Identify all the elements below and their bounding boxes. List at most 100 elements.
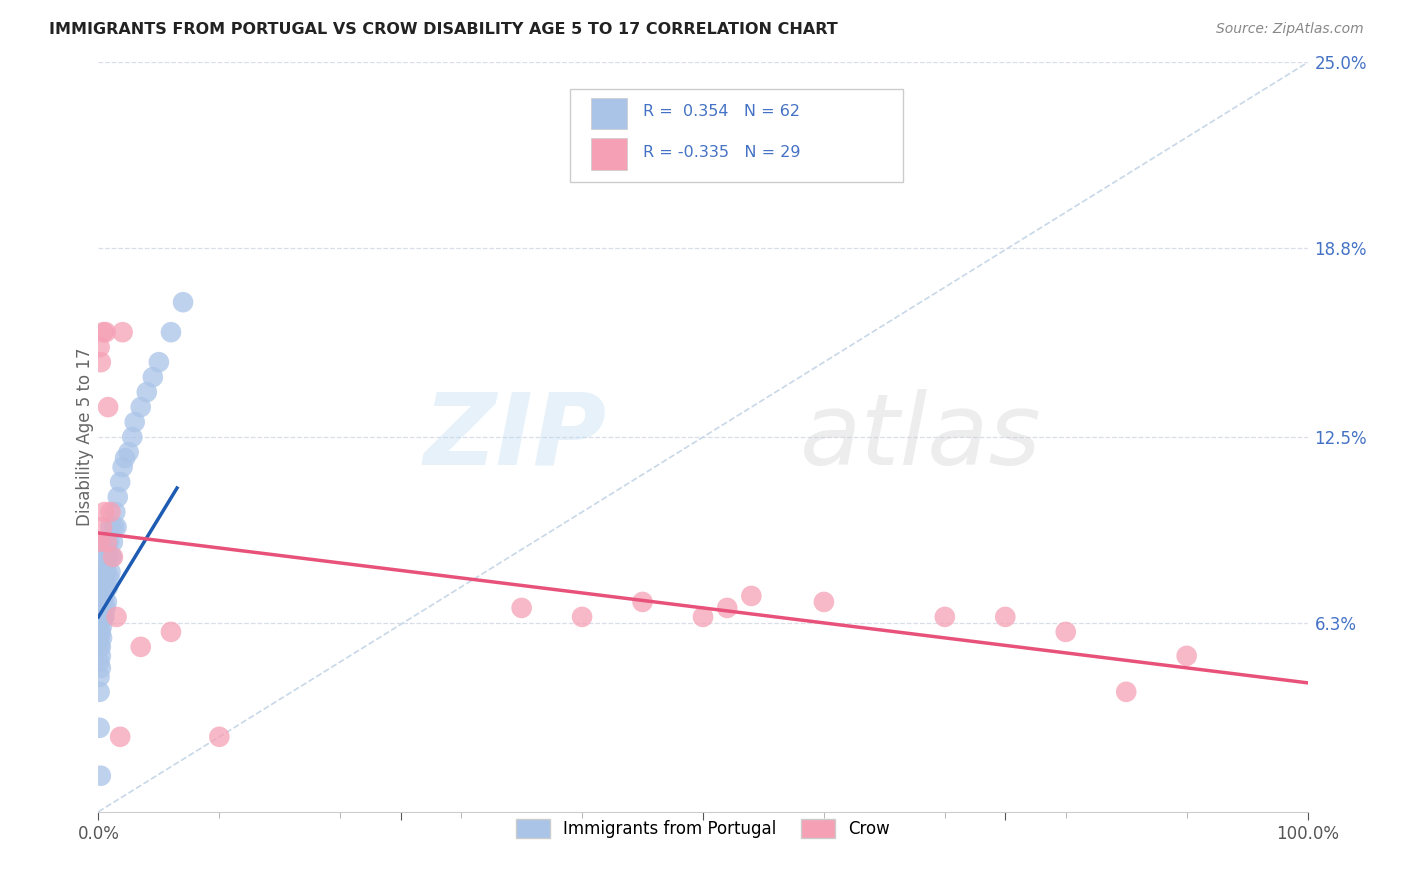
Point (111, 325, 134, 339)
Point (118, 445, 141, 459)
Point (89, 340, 111, 354)
Point (96, 535, 118, 549)
Point (1054, 624, 1077, 639)
Point (172, 295, 194, 310)
Point (1175, 648, 1198, 663)
Point (89, 655, 111, 669)
Point (91, 565, 114, 579)
Point (94, 325, 117, 339)
Point (91, 610, 114, 624)
Point (692, 610, 714, 624)
Point (96, 535, 118, 549)
Legend: Immigrants from Portugal, Crow: Immigrants from Portugal, Crow (509, 812, 897, 845)
Point (91, 549, 114, 564)
Point (91, 571, 114, 585)
Point (93, 610, 115, 624)
Point (89, 619, 111, 633)
FancyBboxPatch shape (591, 98, 627, 129)
Point (93, 589, 115, 603)
Point (100, 565, 122, 579)
Point (100, 520, 122, 534)
Point (571, 610, 593, 624)
Point (97, 549, 120, 564)
Point (101, 549, 124, 564)
Point (96, 565, 118, 579)
Point (107, 490, 129, 504)
Point (100, 549, 122, 564)
Point (135, 385, 157, 400)
Point (111, 460, 134, 475)
Point (631, 595, 654, 609)
Point (97, 580, 120, 594)
Point (93, 505, 115, 519)
Point (90, 624, 112, 639)
Point (813, 595, 835, 609)
Point (89, 595, 111, 609)
Point (91, 595, 114, 609)
Point (90, 648, 112, 663)
Point (91, 589, 114, 603)
Point (104, 505, 127, 519)
Point (96, 595, 118, 609)
Point (994, 610, 1017, 624)
Point (98, 535, 121, 549)
Point (90, 640, 112, 654)
Point (90, 661, 112, 675)
Point (108, 475, 131, 489)
Point (124, 415, 146, 429)
Point (90, 601, 112, 615)
Point (89, 631, 111, 645)
Point (129, 400, 152, 414)
Point (91, 631, 114, 645)
Point (89, 670, 111, 684)
Point (160, 624, 183, 639)
Point (160, 325, 183, 339)
Point (101, 535, 124, 549)
Point (91, 325, 114, 339)
Point (142, 370, 165, 384)
Point (108, 730, 131, 744)
Point (89, 640, 111, 654)
Point (716, 601, 738, 615)
Point (91, 520, 114, 534)
Text: atlas: atlas (800, 389, 1042, 485)
Point (91, 619, 114, 633)
Point (103, 520, 125, 534)
Point (89, 624, 111, 639)
Point (89, 685, 111, 699)
Point (89, 610, 111, 624)
Point (1115, 685, 1137, 699)
Point (105, 520, 128, 534)
Text: R =  0.354   N = 62: R = 0.354 N = 62 (643, 103, 800, 119)
Point (97, 400, 120, 414)
Point (510, 601, 533, 615)
Point (934, 610, 956, 624)
Point (105, 610, 128, 624)
Text: R = -0.335   N = 29: R = -0.335 N = 29 (643, 145, 800, 161)
Point (89, 601, 111, 615)
Point (90, 610, 112, 624)
Point (91, 601, 114, 615)
Point (89, 721, 111, 735)
Point (114, 451, 136, 466)
FancyBboxPatch shape (591, 138, 627, 170)
Point (93, 541, 115, 555)
Y-axis label: Disability Age 5 to 17: Disability Age 5 to 17 (76, 348, 94, 526)
Text: IMMIGRANTS FROM PORTUGAL VS CROW DISABILITY AGE 5 TO 17 CORRELATION CHART: IMMIGRANTS FROM PORTUGAL VS CROW DISABIL… (49, 22, 838, 37)
Point (89, 535, 111, 549)
FancyBboxPatch shape (569, 88, 903, 182)
Point (148, 355, 170, 369)
Point (121, 430, 143, 444)
Text: ZIP: ZIP (423, 389, 606, 485)
Point (94, 558, 117, 573)
Point (94, 601, 117, 615)
Point (129, 640, 152, 654)
Point (90, 589, 112, 603)
Point (98, 571, 121, 585)
Point (94, 580, 117, 594)
Point (740, 589, 762, 603)
Point (90, 355, 112, 369)
Point (90, 769, 112, 783)
Point (100, 505, 122, 519)
Point (208, 730, 231, 744)
